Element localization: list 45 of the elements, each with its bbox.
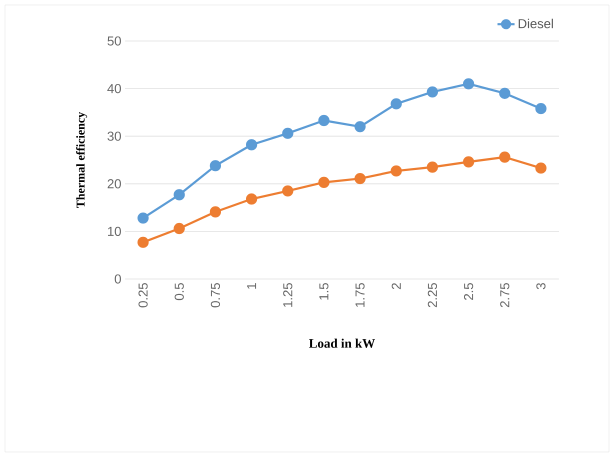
point	[137, 236, 149, 248]
x-tick-label: 0.75	[210, 283, 220, 308]
point	[210, 206, 222, 218]
point	[462, 156, 474, 168]
point	[426, 86, 438, 98]
point	[499, 152, 510, 163]
y-tick-label: 20	[108, 179, 121, 188]
x-tick-label: 1	[247, 283, 256, 289]
point	[354, 121, 366, 132]
y-tick-label: 0	[114, 274, 121, 284]
point	[137, 212, 149, 224]
legend-label: Diesel	[518, 18, 553, 28]
point	[390, 165, 402, 177]
point	[535, 162, 547, 174]
y-tick-label: 10	[108, 226, 121, 236]
x-tick-label: 0.25	[138, 283, 148, 308]
y-axis-title: Thermal efficiency	[76, 112, 88, 208]
point	[535, 102, 547, 114]
y-tick-label: 40	[107, 84, 121, 94]
point	[174, 189, 185, 200]
x-tick-label: 1.25	[283, 283, 292, 307]
point	[426, 162, 438, 173]
point	[354, 172, 366, 184]
x-tick-label: 0.5	[174, 283, 184, 300]
point	[282, 185, 294, 197]
x-tick-label: 1.5	[319, 283, 328, 300]
point	[390, 98, 402, 110]
x-tick-label: 3	[536, 283, 546, 290]
x-tick-label: 2	[392, 283, 401, 290]
x-tick-label: 2.75	[500, 283, 510, 308]
point	[246, 139, 258, 150]
point	[282, 128, 294, 139]
point	[210, 160, 222, 172]
point	[246, 193, 258, 205]
point	[318, 176, 330, 188]
x-axis-title: Load in kW	[308, 338, 376, 348]
point	[462, 78, 474, 90]
point	[499, 88, 510, 99]
point	[174, 222, 185, 234]
x-tick-label: 1.75	[356, 283, 365, 307]
point	[318, 114, 330, 126]
y-tick-label: 30	[108, 132, 121, 141]
y-tick-label: 50	[108, 36, 121, 46]
x-tick-label: 2.25	[428, 283, 438, 308]
x-tick-label: 2.5	[464, 283, 474, 300]
